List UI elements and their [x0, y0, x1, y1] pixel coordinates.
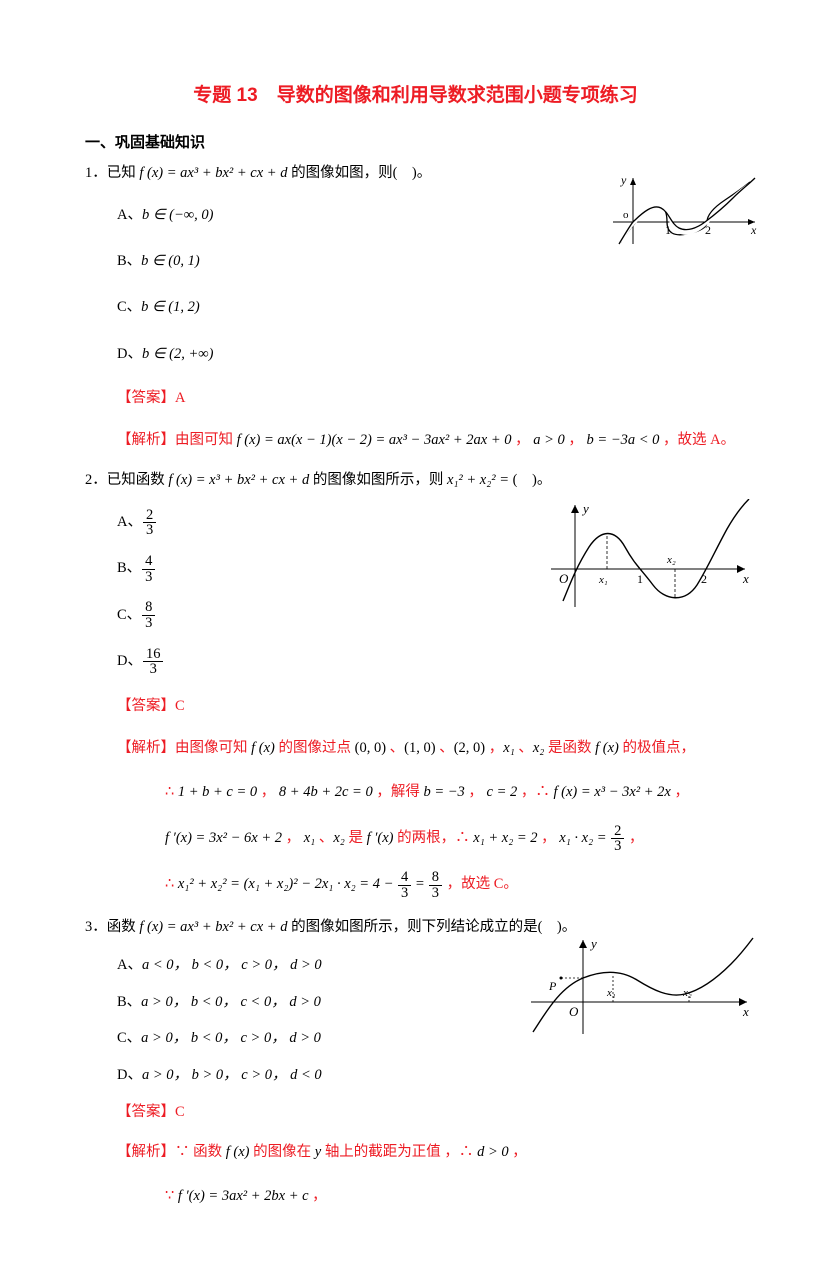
svg-text:O: O	[569, 1004, 579, 1019]
q2-sol-line1: 【解析】由图像可知 f (x) 的图像过点 (0, 0) 、(1, 0) 、(2…	[117, 735, 746, 763]
q1-answer: 【答案】A	[117, 385, 746, 413]
q2-sol-line2: ∴ 1 + b + c = 0 ， 8 + 4b + 2c = 0 ，解得 b …	[165, 777, 746, 809]
svg-text:o: o	[623, 209, 629, 221]
q2-stem: 2．已知函数 f (x) = x³ + bx² + cx + d 的图像如图所示…	[85, 469, 746, 492]
question-3: 3．函数 f (x) = ax³ + bx² + cx + d 的图像如图所示，…	[85, 916, 746, 1213]
q1-opt-d: D、b ∈ (2, +∞)	[117, 339, 746, 371]
svg-text:x₁: x₁	[606, 987, 616, 999]
math: f (x) = ax³ + bx² + cx + d	[139, 165, 287, 181]
q2-sol-line4: ∴ x₁² + x₂² = (x₁ + x₂)² − 2x₁ · x₂ = 4 …	[165, 869, 746, 901]
svg-text:P: P	[548, 979, 557, 993]
q3-opt-d: D、a > 0， b > 0， c > 0， d < 0	[117, 1064, 746, 1086]
svg-text:x: x	[742, 571, 749, 586]
text: 的图像如图，则( )。	[287, 165, 431, 181]
text: 1．已知	[85, 165, 139, 181]
q1-opt-c: C、b ∈ (1, 2)	[117, 292, 746, 324]
question-2: 2．已知函数 f (x) = x³ + bx² + cx + d 的图像如图所示…	[85, 469, 746, 901]
page-title: 专题 13 导数的图像和利用导数求范围小题专项练习	[85, 80, 746, 107]
svg-text:x₂: x₂	[666, 554, 676, 566]
q3-sol-line2: ∵ f ′(x) = 3ax² + 2bx + c ，	[165, 1181, 746, 1213]
q2-answer: 【答案】C	[117, 693, 746, 721]
q3-answer: 【答案】C	[117, 1101, 746, 1124]
q3-figure: x y O P x₁ x₂	[525, 934, 755, 1044]
q1-solution: 【解析】由图可知 f (x) = ax(x − 1)(x − 2) = ax³ …	[117, 427, 746, 455]
q2-figure: x y O 1 2 x₁ x₂	[545, 499, 755, 619]
svg-text:y: y	[589, 936, 597, 951]
question-1: 1．已知 f (x) = ax³ + bx² + cx + d 的图像如图，则(…	[85, 162, 746, 455]
section-heading: 一、巩固基础知识	[85, 131, 746, 152]
q2-opt-d: D、163	[117, 646, 746, 678]
svg-text:x₁: x₁	[598, 574, 608, 586]
svg-text:y: y	[620, 173, 627, 187]
q3-sol-line1: 【解析】∵ 函数 f (x) 的图像在 y 轴上的截距为正值 ，∴ d > 0 …	[117, 1139, 746, 1167]
q2-sol-line3: f ′(x) = 3x² − 6x + 2 ， x₁ 、x₂ 是 f ′(x) …	[165, 823, 746, 855]
svg-text:x: x	[750, 223, 757, 237]
svg-text:y: y	[581, 501, 589, 516]
q1-figure: x y o 1 2	[605, 172, 760, 255]
svg-text:O: O	[559, 571, 569, 586]
svg-text:x: x	[742, 1004, 749, 1019]
svg-text:1: 1	[637, 572, 643, 586]
